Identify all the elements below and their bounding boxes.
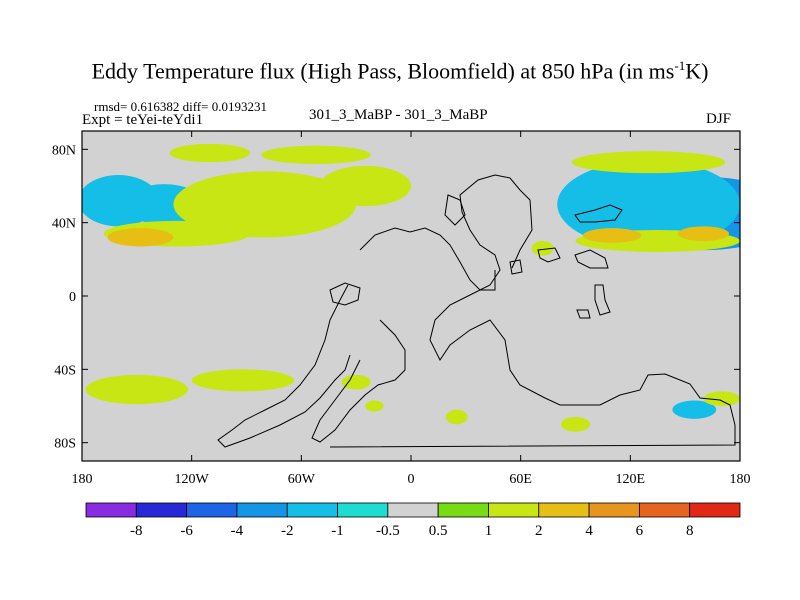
y-tick-label: 80S	[54, 437, 76, 452]
season-text: DJF	[706, 111, 732, 127]
island-outline	[576, 309, 591, 319]
island-outline	[509, 259, 523, 275]
contour-region	[677, 226, 730, 242]
colorbar-label: -8	[130, 523, 143, 539]
contour-region	[672, 400, 717, 419]
colorbar-label: 4	[585, 523, 593, 539]
colorbar-label: -0.5	[376, 523, 400, 539]
contour-region	[571, 151, 726, 174]
x-tick-label: 120W	[175, 472, 210, 487]
colorbar-box	[387, 502, 439, 518]
y-tick-label: 0	[69, 290, 76, 305]
contour-region	[341, 374, 371, 390]
contour-region	[365, 400, 384, 412]
colorbar-box	[186, 502, 238, 518]
colorbar-label: 2	[535, 523, 543, 539]
colorbar-box	[638, 502, 691, 518]
colorbar-box	[85, 502, 137, 518]
colorbar-box	[538, 502, 590, 518]
island-outline	[444, 194, 466, 226]
x-tick-label: 60W	[288, 472, 316, 487]
island-outline	[594, 284, 611, 316]
colorbar-label: -1	[331, 523, 344, 539]
colorbar-label: -4	[231, 523, 244, 539]
continent-outline	[311, 319, 406, 443]
colorbar-label: -2	[281, 523, 294, 539]
colorbar-box	[236, 502, 288, 518]
y-tick-label: 40N	[52, 217, 76, 232]
colorbar-box	[689, 502, 741, 518]
colorbar-label: -6	[180, 523, 193, 539]
contour-region	[173, 171, 357, 238]
island-outline	[329, 282, 361, 306]
colorbar-label: 0.5	[429, 523, 448, 539]
contour-region	[531, 241, 554, 256]
colorbar-box	[488, 502, 540, 518]
x-tick-label: 180	[730, 472, 751, 487]
expt-text: Expt = teYei-teYdi1	[82, 112, 204, 128]
x-tick-label: 60E	[509, 472, 532, 487]
colorbar-box	[588, 502, 640, 518]
colorbar-box	[337, 502, 389, 518]
x-tick-label: 120E	[616, 472, 646, 487]
stats-text: rmsd= 0.616382 diff= 0.0193231	[94, 99, 267, 114]
contour-region	[261, 145, 371, 164]
continent-outline	[217, 284, 351, 448]
contour-region	[319, 165, 411, 207]
case-text: 301_3_MaBP - 301_3_MaBP	[309, 107, 488, 123]
colorbar-label: 6	[636, 523, 644, 539]
contour-region	[107, 228, 174, 247]
antarctica-outline	[329, 174, 736, 448]
contour-region	[582, 228, 642, 243]
island-outline	[537, 247, 561, 263]
contour-region	[557, 160, 740, 249]
y-tick-label: 80N	[52, 143, 76, 158]
continent-outline	[359, 227, 496, 291]
colorbar-label: 8	[686, 523, 694, 539]
contour-region	[169, 143, 251, 163]
colorbar-label: 1	[485, 523, 493, 539]
x-tick-label: 180	[72, 472, 93, 487]
colorbar-box	[437, 502, 489, 518]
contour-region	[560, 417, 591, 432]
contour-region	[191, 369, 295, 392]
contour-region	[445, 409, 468, 425]
island-outline	[574, 249, 609, 269]
colorbar-box	[286, 502, 338, 518]
island-outline	[574, 204, 623, 223]
x-tick-label: 0	[408, 472, 415, 487]
chart-title: Eddy Temperature flux (High Pass, Bloomf…	[91, 58, 709, 84]
contour-region	[85, 374, 189, 405]
y-tick-label: 40S	[54, 363, 76, 378]
contour-region	[703, 391, 740, 406]
colorbar-box	[135, 502, 188, 518]
